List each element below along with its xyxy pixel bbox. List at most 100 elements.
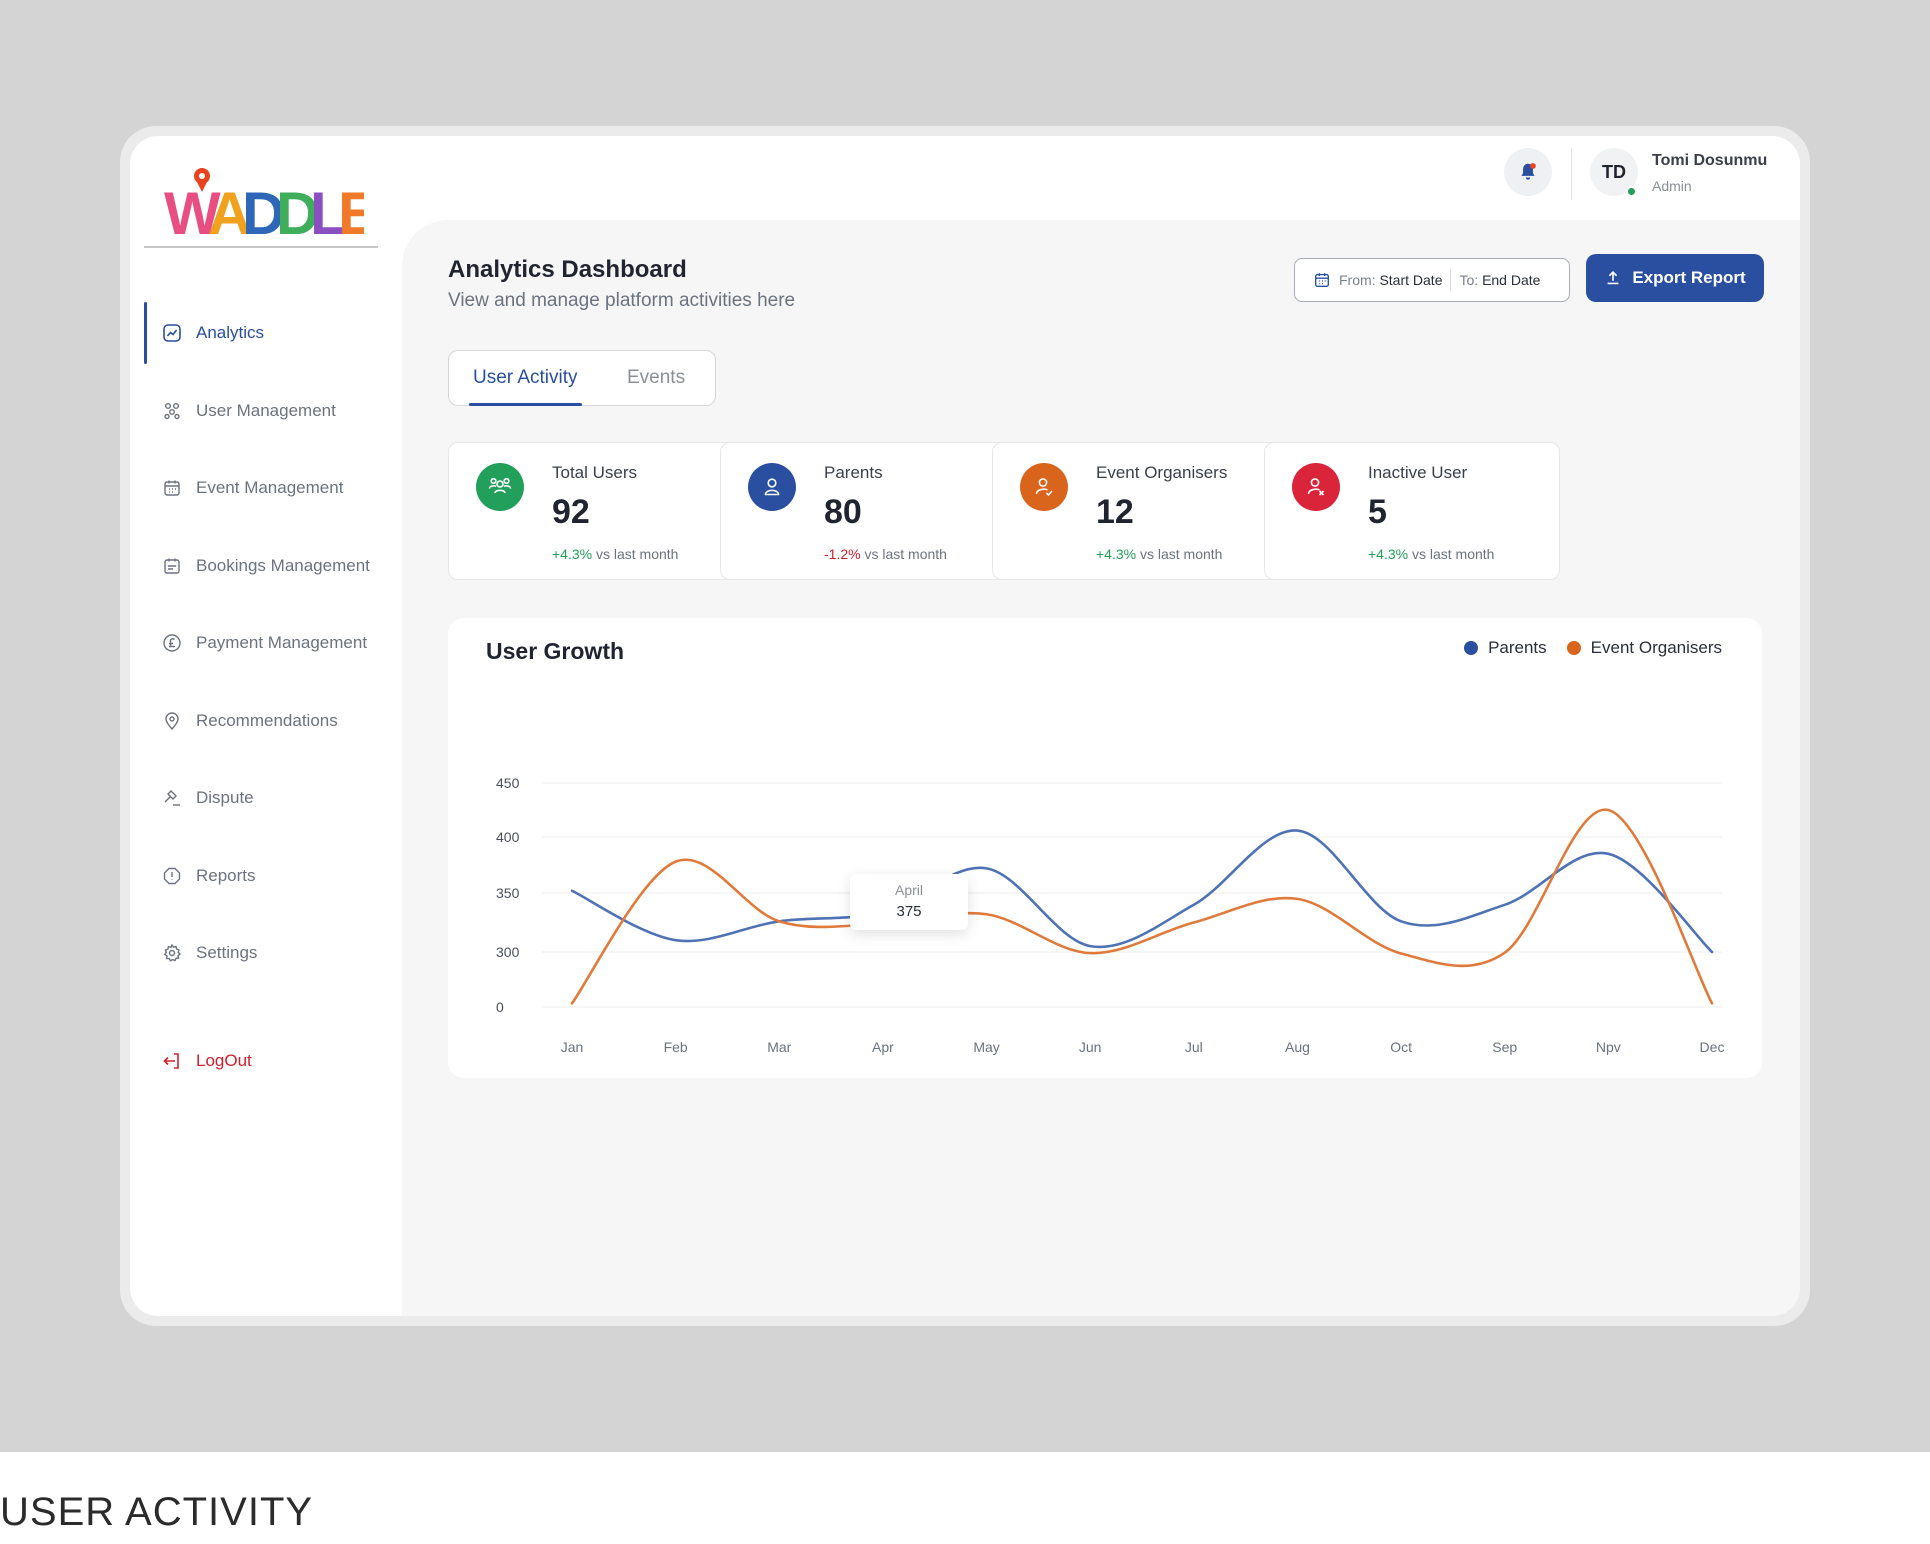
screen-caption: USER ACTIVITY [0,1490,314,1534]
sidebar-item-bookings-management[interactable]: Bookings Management [144,535,394,597]
x-tick-label: Sep [1492,1039,1517,1055]
x-tick-label: May [973,1039,999,1055]
stat-card-inactive-user: Inactive User 5 +4.3% vs last month [1264,442,1560,580]
stat-change: +4.3% vs last month [1096,546,1222,562]
sidebar-item-settings[interactable]: Settings [144,922,394,984]
y-tick-label: 300 [496,944,520,960]
page-title: Analytics Dashboard [448,256,687,283]
sidebar-item-event-management[interactable]: Event Management [144,457,394,519]
series-line-event-organisers[interactable] [570,808,1714,1005]
sidebar-item-recommendations[interactable]: Recommendations [144,690,394,752]
bell-icon [1521,163,1536,180]
svg-text:W: W [164,180,221,242]
stat-change-percent: +4.3% [1096,546,1137,562]
date-from-label: From: [1339,272,1376,288]
gear-icon [163,943,182,962]
series-line-parents[interactable] [570,829,1714,954]
tab-events[interactable]: Events [627,367,686,388]
date-range-picker[interactable]: From: Start Date To: End Date [1294,258,1570,302]
calendar-icon [1315,273,1329,287]
sidebar-item-dispute[interactable]: Dispute [144,767,394,829]
chart-title: User Growth [486,638,625,664]
legend-label: Event Organisers [1590,638,1722,657]
logo-divider [144,246,378,248]
x-tick-label: Feb [664,1039,688,1055]
user-role: Admin [1652,178,1692,194]
svg-text:A: A [208,180,251,242]
stat-value: 92 [552,493,590,531]
x-tick-label: Jan [561,1039,584,1055]
pound-icon [163,634,181,652]
tab-bar: User Activity Events [448,350,716,406]
date-to-value[interactable]: End Date [1482,272,1541,288]
bookings-icon [164,558,180,574]
x-tick-label: Mar [767,1039,791,1055]
y-tick-label: 350 [496,885,520,901]
sidebar-item-analytics[interactable]: Analytics [144,302,394,364]
sidebar-nav: Analytics User Management Event Manageme… [144,302,394,1108]
logout-label: LogOut [196,1051,252,1070]
users-icon [488,477,512,494]
date-from-value[interactable]: Start Date [1379,272,1443,288]
legend-dot-parents [1464,641,1479,655]
legend-label: Parents [1488,638,1547,657]
logout-button[interactable]: LogOut [144,1030,394,1092]
waddle-logo[interactable]: W A D D L E [164,162,364,242]
legend-item-parents[interactable]: Parents [1464,638,1547,658]
x-tick-label: Npv [1596,1039,1621,1055]
location-pin-icon [165,711,179,730]
stat-card-total-users: Total Users 92 +4.3% vs last month [448,442,744,580]
sidebar-item-label: Settings [196,943,258,962]
y-tick-label: 450 [496,775,520,791]
stat-label: Total Users [552,463,638,482]
user-icon [764,478,780,496]
stat-label: Event Organisers [1096,463,1228,482]
report-icon [163,867,181,884]
x-tick-label: Aug [1285,1039,1310,1055]
upload-icon [1607,271,1619,285]
stat-card-event-organisers: Event Organisers 12 +4.3% vs last month [992,442,1288,580]
stat-icon-event-organisers [1020,463,1068,511]
stat-change-suffix: vs last month [1136,546,1223,562]
sidebar-item-reports[interactable]: Reports [144,845,394,907]
notifications-button[interactable] [1504,148,1552,196]
export-report-button[interactable]: Export Report [1586,254,1764,302]
page-subtitle: View and manage platform activities here [448,290,796,311]
chart-tooltip: April 375 [850,874,968,930]
stat-change-percent: +4.3% [552,546,593,562]
sidebar-item-label: Payment Management [196,633,368,652]
svg-text:E: E [338,180,364,242]
svg-text:D: D [276,180,319,242]
users-icon [164,402,180,419]
sidebar-item-user-management[interactable]: User Management [144,380,394,442]
stat-change: +4.3% vs last month [552,546,678,562]
app-window: W A D D L E Analytics User Management Ev… [130,136,1800,1316]
stat-change-percent: -1.2% [824,546,861,562]
sidebar-item-label: Dispute [196,788,254,807]
stat-change-percent: +4.3% [1368,546,1409,562]
legend-item-event-organisers[interactable]: Event Organisers [1566,638,1722,658]
user-check-icon [1035,478,1053,497]
user-growth-chart-card: 450 400 350 300 0 Jan Feb Mar Apr May Jun Jul Aug Oct… [448,618,1762,1078]
sidebar-item-payment-management[interactable]: Payment Management [144,612,394,674]
stat-card-parents: Parents 80 -1.2% vs last month [720,442,1016,580]
svg-text:L: L [310,180,347,242]
main-panel: Analytics Dashboard View and manage plat… [402,220,1800,1316]
x-tick-label: Oct [1390,1039,1412,1055]
user-x-icon [1307,478,1325,496]
date-separator [1450,269,1452,291]
user-name: Tomi Dosunmu [1652,152,1768,169]
stat-value: 12 [1096,493,1134,531]
tab-user-activity[interactable]: User Activity [469,351,582,406]
stat-change-suffix: vs last month [1408,546,1495,562]
calendar-icon [164,480,180,496]
stat-label: Inactive User [1368,463,1468,482]
sidebar-item-label: Reports [196,865,256,885]
x-tick-label: Apr [872,1039,894,1055]
header-divider [1571,148,1572,200]
stat-change-suffix: vs last month [592,546,679,562]
y-tick-label: 400 [496,829,520,845]
sidebar-item-label: Event Management [196,478,344,497]
stat-icon-total-users [476,463,524,511]
logout-icon [163,1053,179,1069]
